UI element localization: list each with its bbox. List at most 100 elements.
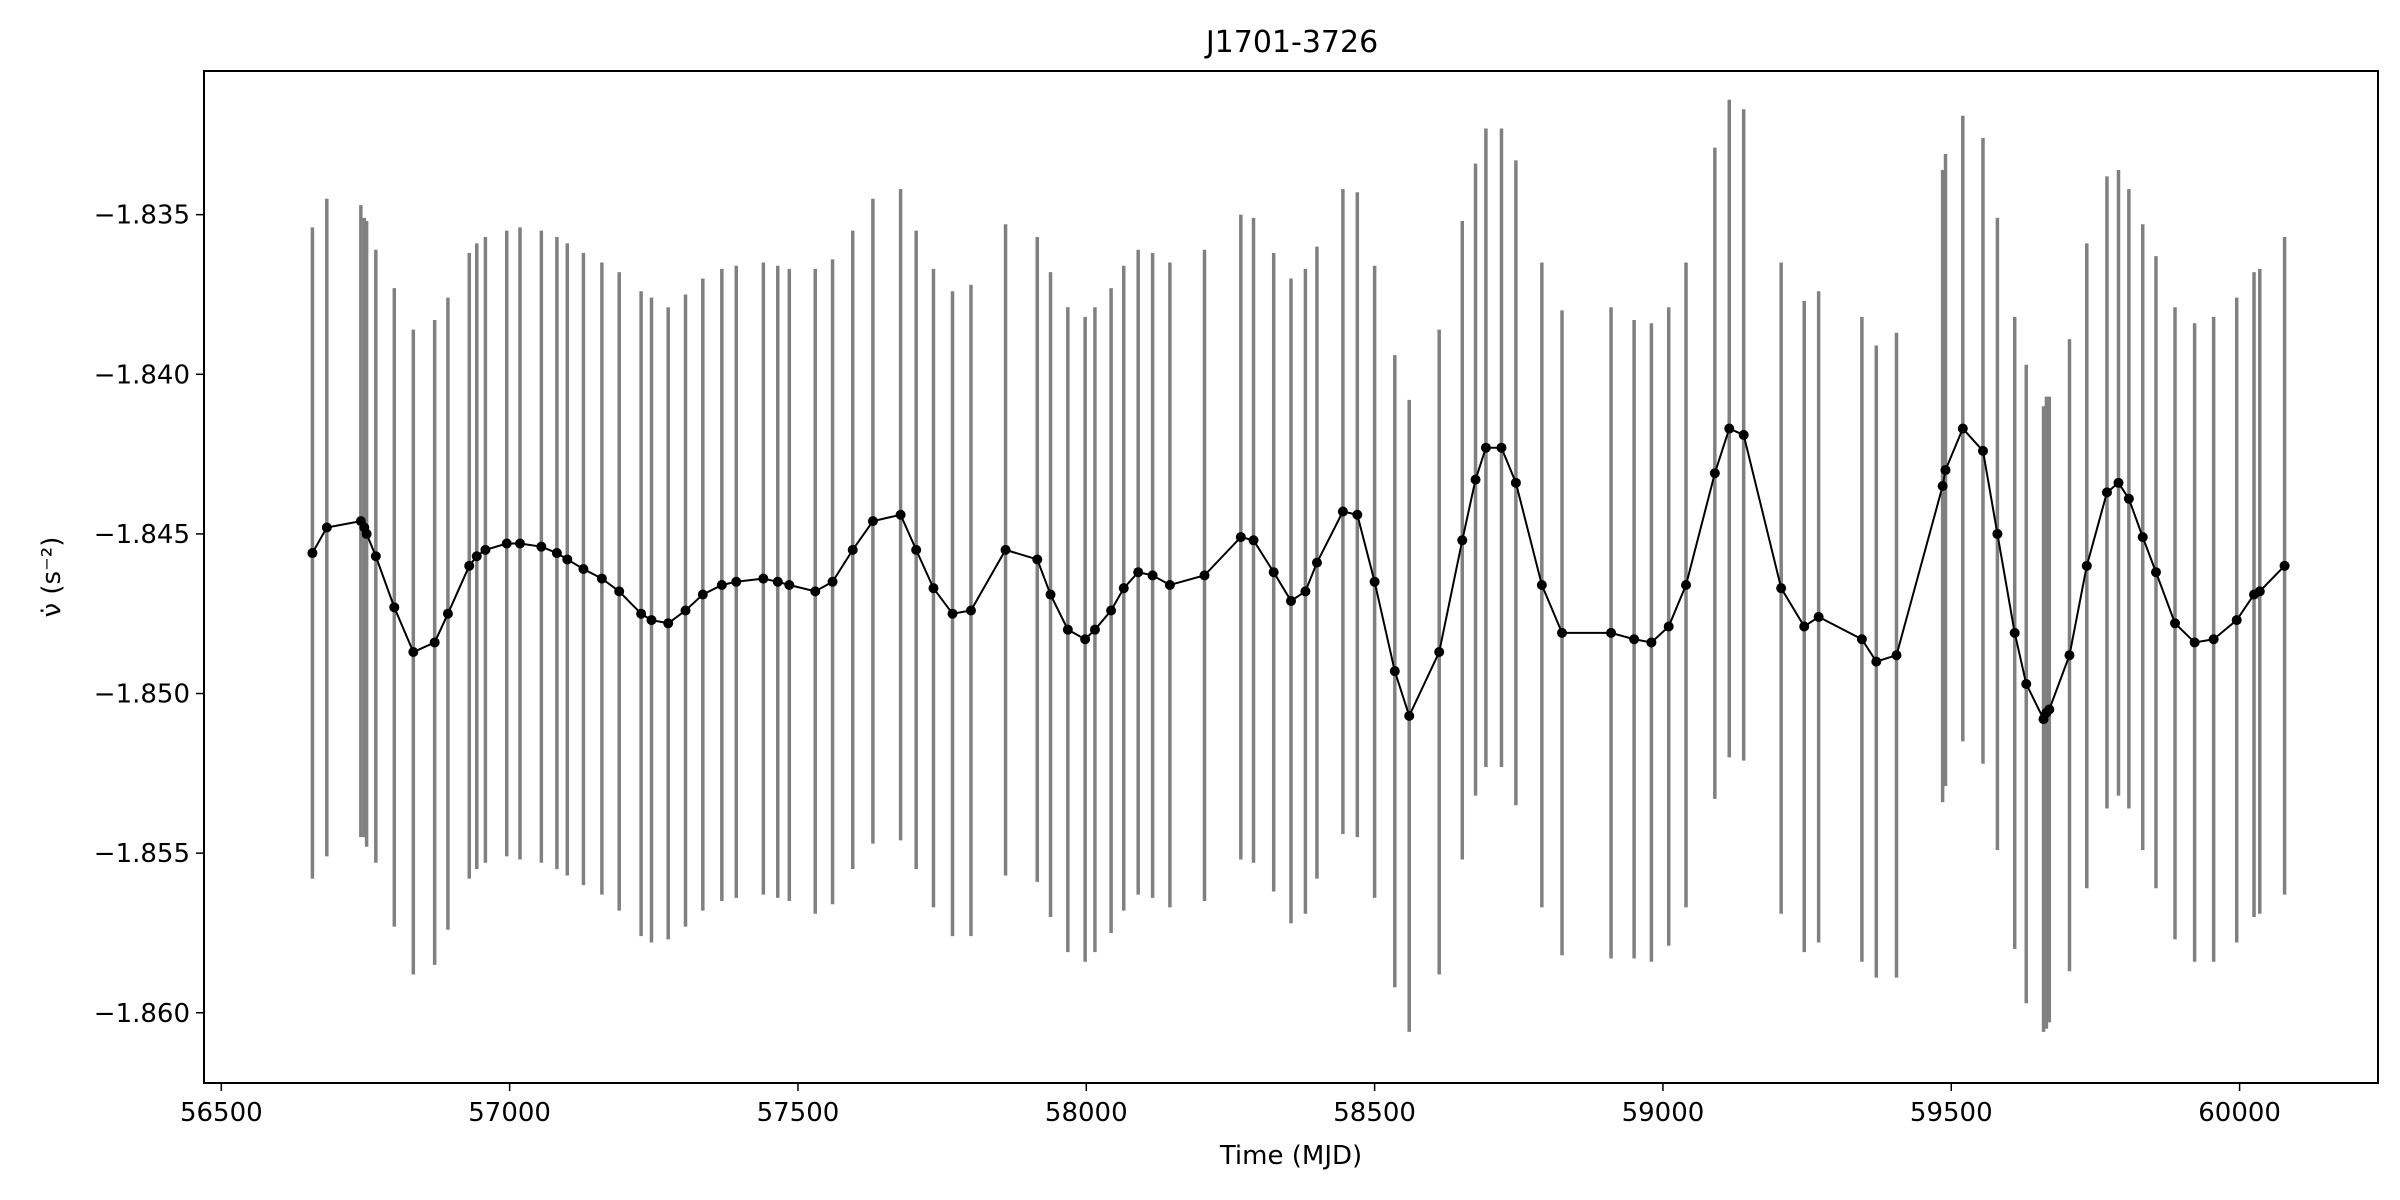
data-point — [1510, 477, 1521, 488]
data-point — [596, 573, 607, 584]
data-point — [636, 608, 647, 619]
data-point — [2189, 637, 2200, 648]
x-tick-label: 59000 — [1622, 1098, 1705, 1128]
data-point — [1248, 535, 1259, 546]
data-point — [1629, 634, 1640, 645]
data-point — [731, 576, 742, 587]
data-point — [1937, 481, 1948, 492]
y-axis: −1.835 −1.840 −1.845 −1.850 −1.855 −1.860 — [94, 201, 204, 1029]
x-tick-label: 59500 — [1910, 1098, 1993, 1128]
data-point — [1404, 710, 1415, 721]
x-tick-label: 56500 — [180, 1098, 263, 1128]
data-point — [1957, 423, 1968, 434]
data-point — [2254, 586, 2265, 597]
data-point — [1369, 576, 1380, 587]
data-point — [2044, 704, 2055, 715]
data-point — [1470, 474, 1481, 485]
data-point — [2113, 477, 2124, 488]
x-axis: 56500 57000 57500 58000 58500 59000 59500 60000 — [180, 1083, 2281, 1128]
data-point — [784, 579, 795, 590]
data-point — [2123, 493, 2134, 504]
data-point — [1480, 442, 1491, 453]
data-point — [2231, 615, 2242, 626]
data-point — [1235, 532, 1246, 543]
data-point — [1062, 624, 1073, 635]
plot-area — [307, 99, 2290, 1032]
data-point — [429, 637, 440, 648]
data-point — [2137, 532, 2148, 543]
data-point — [1776, 583, 1787, 594]
data-point — [1681, 579, 1692, 590]
data-point — [1434, 647, 1445, 658]
data-point — [2064, 650, 2075, 661]
x-tick-label: 60000 — [2198, 1098, 2281, 1128]
data-point — [1992, 528, 2003, 539]
data-point — [827, 576, 838, 587]
data-point — [515, 538, 526, 549]
data-point — [1663, 621, 1674, 632]
data-point — [965, 605, 976, 616]
data-point — [1536, 579, 1547, 590]
chart-title: J1701-3726 — [1204, 25, 1378, 60]
y-tick-label: −1.850 — [94, 680, 190, 710]
x-axis-label: Time (MJD) — [1219, 1141, 1362, 1171]
data-point — [1164, 579, 1175, 590]
data-point — [1199, 570, 1210, 581]
data-point — [772, 576, 783, 587]
data-point — [663, 618, 674, 629]
data-point — [1389, 666, 1400, 677]
data-point — [2150, 567, 2161, 578]
x-tick-label: 58500 — [1333, 1098, 1416, 1128]
data-point — [2170, 618, 2181, 629]
data-point — [1738, 429, 1749, 440]
data-point — [464, 560, 475, 571]
data-point — [847, 544, 858, 555]
data-point — [370, 551, 381, 562]
data-point — [1496, 442, 1507, 453]
data-point — [471, 551, 482, 562]
data-point — [1089, 624, 1100, 635]
data-point — [614, 586, 625, 597]
data-point — [2279, 560, 2290, 571]
data-point — [1300, 586, 1311, 597]
x-tick-label: 58000 — [1045, 1098, 1128, 1128]
data-point — [1133, 567, 1144, 578]
data-point — [2021, 678, 2032, 689]
data-point — [947, 608, 958, 619]
data-point — [1080, 634, 1091, 645]
plot-frame — [203, 70, 2379, 1084]
data-point — [551, 548, 562, 559]
data-point — [2009, 627, 2020, 638]
data-point — [1337, 506, 1348, 517]
data-point — [1891, 650, 1902, 661]
data-point — [758, 573, 769, 584]
data-point — [1268, 567, 1279, 578]
data-point — [1646, 637, 1657, 648]
data-markers — [307, 423, 2290, 725]
data-point — [1311, 557, 1322, 568]
data-point — [1557, 627, 1568, 638]
data-point — [389, 602, 400, 613]
data-point — [1813, 611, 1824, 622]
data-point — [2081, 560, 2092, 571]
data-point — [1724, 423, 1735, 434]
y-tick-label: −1.840 — [94, 360, 190, 390]
data-point — [321, 522, 332, 533]
data-point — [1106, 605, 1117, 616]
x-tick-label: 57500 — [757, 1098, 840, 1128]
y-axis-label: ν̇ (s⁻²) — [37, 537, 67, 618]
data-point — [1286, 595, 1296, 606]
data-point — [928, 583, 939, 594]
data-point — [1856, 634, 1867, 645]
data-point — [361, 528, 372, 539]
data-point — [307, 548, 318, 559]
data-point — [1000, 544, 1011, 555]
data-point — [1799, 621, 1810, 632]
data-point — [1352, 509, 1363, 520]
data-point — [480, 544, 491, 555]
data-point — [716, 579, 727, 590]
data-point — [536, 541, 547, 552]
y-tick-label: −1.835 — [94, 201, 190, 231]
